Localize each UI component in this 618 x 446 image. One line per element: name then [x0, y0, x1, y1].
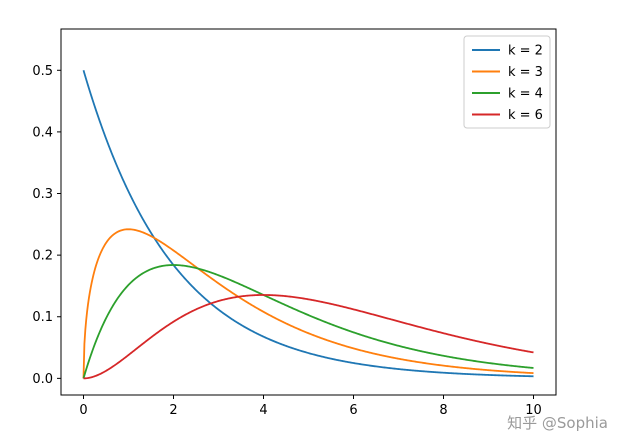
- x-tick-label: 10: [525, 403, 542, 418]
- y-tick-label: 0.4: [32, 125, 53, 140]
- series-layer: [82, 70, 534, 380]
- y-tick-label: 0.1: [32, 310, 53, 325]
- x-tick-label: 2: [169, 403, 177, 418]
- y-tick-label: 0.0: [32, 372, 53, 387]
- y-tick-label: 0.2: [32, 249, 53, 264]
- legend-label: k = 3: [508, 65, 543, 80]
- series-line-3: [82, 264, 534, 379]
- x-tick-label: 4: [259, 403, 267, 418]
- legend: k = 2 k = 3 k = 4 k = 6: [463, 35, 551, 129]
- series-line-2: [82, 228, 534, 379]
- y-tick-label: 0.3: [32, 187, 53, 202]
- x-tick-label: 6: [349, 403, 357, 418]
- watermark: 知乎 @Sophia: [507, 414, 608, 432]
- legend-label: k = 2: [508, 44, 543, 59]
- series-line-1: [82, 70, 534, 378]
- series-line-4: [83, 294, 534, 380]
- x-tick-label: 0: [79, 403, 87, 418]
- y-tick-label: 0.5: [32, 64, 53, 79]
- legend-label: k = 6: [508, 108, 543, 123]
- ticks-layer: 0 2 4 6 8 10 0.0 0.1 0.2 0.3 0.4 0.5: [32, 64, 541, 418]
- legend-label: k = 4: [508, 87, 543, 102]
- legend-box: [463, 35, 551, 129]
- x-tick-label: 8: [439, 403, 447, 418]
